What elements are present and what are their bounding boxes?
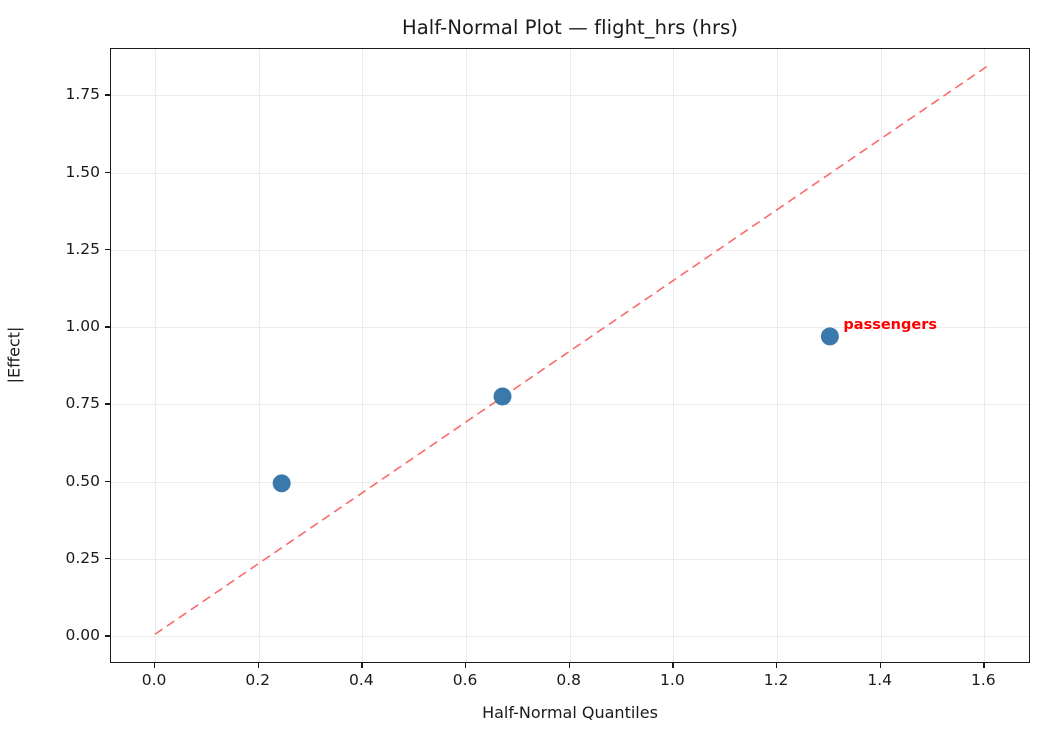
gridline-horizontal bbox=[111, 558, 1029, 560]
gridline-vertical bbox=[673, 49, 675, 662]
x-tick-label: 0.8 bbox=[556, 671, 582, 689]
x-tick-label: 0.0 bbox=[141, 671, 167, 689]
data-point[interactable] bbox=[272, 474, 291, 493]
chart-title: Half-Normal Plot — flight_hrs (hrs) bbox=[401, 16, 739, 39]
reference-line-path bbox=[154, 65, 989, 635]
y-tick-mark bbox=[105, 480, 110, 483]
gridline-horizontal bbox=[111, 95, 1029, 97]
gridline-horizontal bbox=[111, 636, 1029, 638]
data-point[interactable] bbox=[820, 327, 839, 346]
gridline-vertical bbox=[258, 49, 260, 662]
y-tick-label: 1.75 bbox=[65, 85, 100, 104]
gridline-horizontal bbox=[111, 481, 1029, 483]
gridline-horizontal bbox=[111, 327, 1029, 329]
x-tick-label: 1.6 bbox=[971, 671, 996, 689]
reference-line bbox=[154, 65, 989, 635]
x-tick-mark bbox=[672, 663, 674, 668]
x-tick-label: 1.0 bbox=[660, 671, 685, 689]
y-tick-label: 0.25 bbox=[65, 548, 100, 567]
y-tick-label: 1.00 bbox=[65, 317, 100, 336]
gridline-vertical bbox=[362, 49, 364, 662]
y-tick-label: 1.25 bbox=[65, 239, 100, 258]
gridline-horizontal bbox=[111, 249, 1029, 251]
plot-area bbox=[110, 48, 1030, 663]
data-layer bbox=[154, 65, 989, 635]
gridline-horizontal bbox=[111, 172, 1029, 174]
x-axis-label: Half-Normal Quantiles bbox=[482, 703, 658, 722]
x-tick-label: 0.2 bbox=[245, 671, 271, 689]
y-tick-mark bbox=[105, 326, 110, 328]
y-tick-mark bbox=[105, 403, 110, 405]
y-tick-mark bbox=[105, 171, 110, 173]
data-points bbox=[272, 327, 839, 493]
y-tick-mark bbox=[105, 94, 110, 96]
y-tick-label: 0.50 bbox=[65, 471, 100, 490]
x-tick-label: 1.4 bbox=[867, 671, 893, 689]
data-point[interactable] bbox=[493, 387, 512, 406]
x-tick-mark bbox=[568, 663, 571, 668]
x-tick-mark bbox=[776, 663, 778, 668]
y-tick-label: 0.00 bbox=[65, 626, 100, 645]
gridline-vertical bbox=[466, 49, 468, 662]
gridline-horizontal bbox=[111, 404, 1029, 406]
x-tick-mark bbox=[879, 663, 882, 668]
point-annotation-label: passengers bbox=[843, 316, 937, 333]
y-tick-label: 0.75 bbox=[65, 394, 100, 413]
gridline-vertical bbox=[984, 49, 986, 662]
x-tick-label: 0.6 bbox=[452, 671, 478, 689]
gridline-vertical bbox=[569, 49, 571, 662]
x-tick-mark bbox=[154, 663, 156, 668]
x-tick-mark bbox=[465, 663, 467, 668]
x-tick-mark bbox=[257, 663, 260, 668]
y-tick-mark bbox=[105, 248, 110, 251]
y-tick-mark bbox=[105, 557, 110, 560]
y-axis-label: |Effect| bbox=[4, 326, 24, 384]
gridline-vertical bbox=[155, 49, 157, 662]
y-tick-mark bbox=[105, 635, 110, 637]
y-tick-label: 1.50 bbox=[65, 162, 100, 181]
x-tick-mark bbox=[983, 663, 985, 668]
x-tick-label: 0.4 bbox=[349, 671, 374, 689]
x-tick-mark bbox=[361, 663, 363, 668]
x-tick-label: 1.2 bbox=[763, 671, 789, 689]
gridline-vertical bbox=[880, 49, 882, 662]
gridline-vertical bbox=[777, 49, 779, 662]
